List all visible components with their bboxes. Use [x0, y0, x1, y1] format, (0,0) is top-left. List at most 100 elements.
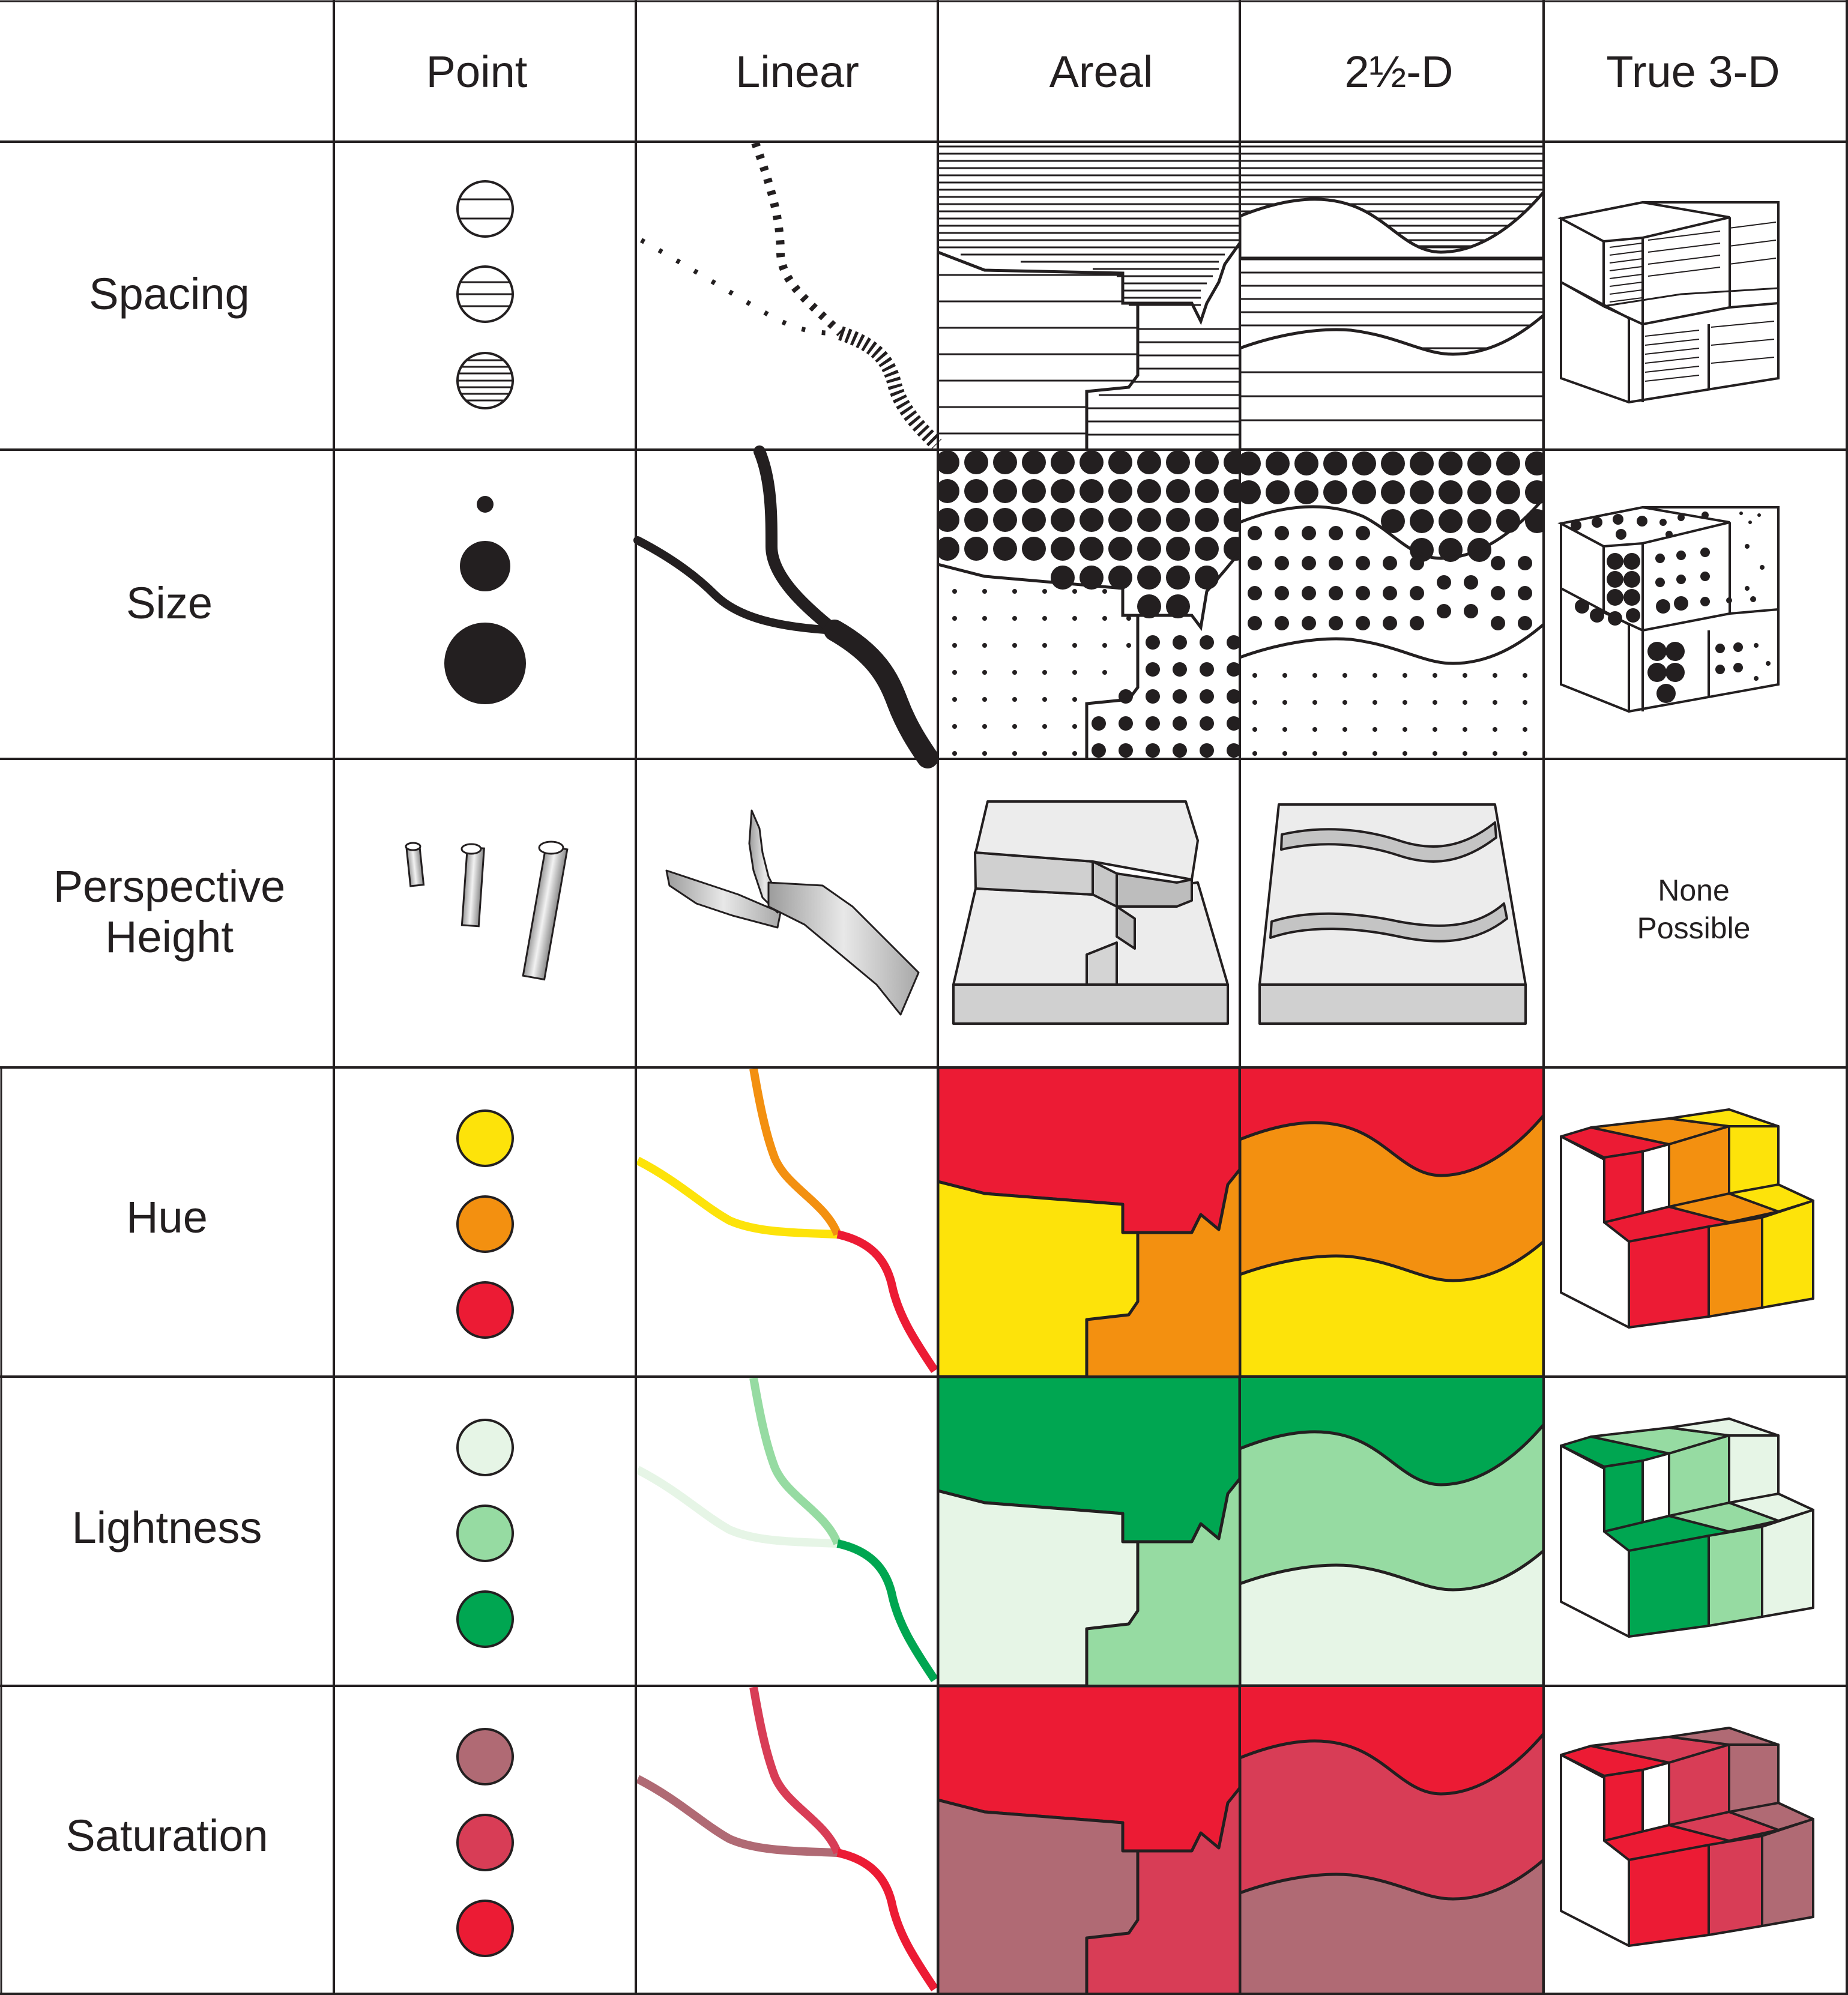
size-point-symbols	[444, 496, 526, 704]
none-possible-label: None Possible	[1637, 874, 1751, 945]
hue-point-1	[456, 1109, 514, 1167]
hue-linear-rivers	[635, 1067, 938, 1373]
lightness-true-3d-block	[1560, 1417, 1814, 1638]
saturation-linear-tributary-top	[749, 1686, 842, 1855]
lightness-point-2	[456, 1505, 514, 1562]
saturation-areal-map	[938, 1686, 1240, 1995]
hue-true-3d-front-1	[1628, 1225, 1710, 1329]
lightness-true-3d-front-3	[1761, 1509, 1814, 1618]
perspective-cylinder-short	[405, 842, 425, 887]
spacing-linear-tributary-top	[751, 141, 844, 336]
lightness-point-3	[456, 1590, 514, 1648]
row-label-perspective-height-line2: Height	[105, 912, 234, 962]
perspective-cylinder-tall	[522, 841, 569, 981]
lightness-true-3d-front-1	[1628, 1535, 1710, 1638]
spacing-linear-dashed-rivers	[640, 141, 942, 450]
hue-true-3d-top-1	[1560, 1126, 1670, 1159]
lightness-row	[456, 1377, 1814, 1686]
saturation-point-1	[456, 1728, 514, 1785]
saturation-true-3d-front-1	[1628, 1844, 1710, 1947]
perspective-linear-main	[767, 881, 920, 1016]
spacing-2half-d-top-curve	[1240, 190, 1544, 260]
saturation-2half-d-band-bottom	[1240, 1858, 1544, 1995]
row-label-lightness: Lightness	[72, 1503, 262, 1553]
lightness-areal-map	[938, 1377, 1240, 1686]
size-linear-tributary-top	[753, 445, 841, 636]
hue-2half-d-map	[1240, 1067, 1544, 1377]
perspective-linear-tributary-left	[665, 869, 782, 929]
column-headers: Point Linear Areal 2½-D True 3-D	[426, 47, 1780, 97]
hue-linear-tributary-left	[635, 1156, 838, 1239]
size-point-small	[477, 496, 494, 513]
saturation-areal-region-left	[938, 1798, 1140, 1995]
spacing-point-medium	[456, 265, 514, 323]
lightness-linear-tributary-top	[749, 1377, 842, 1545]
spacing-areal-boundary-top	[938, 242, 1240, 325]
size-2half-d-large-dots	[1240, 451, 1544, 562]
row-label-spacing: Spacing	[89, 269, 249, 319]
spacing-linear-tributary-left	[640, 238, 841, 336]
spacing-2half-d-map	[1240, 145, 1544, 450]
spacing-areal-right-region	[1087, 328, 1240, 436]
size-areal-boundary-top	[938, 551, 1240, 632]
perspective-linear-ribbon	[665, 809, 920, 1016]
size-true-3d-block	[1557, 506, 1780, 713]
perspective-point-cylinders	[405, 841, 569, 981]
size-areal-large-dots	[938, 450, 1240, 618]
size-linear-rivers	[633, 445, 938, 768]
saturation-row	[456, 1686, 1814, 1995]
saturation-true-3d-top-1	[1560, 1745, 1670, 1777]
lightness-areal-region-left	[938, 1489, 1140, 1686]
hue-2half-d-band-bottom	[1240, 1239, 1544, 1377]
hue-linear-tributary-top	[749, 1067, 842, 1236]
none-possible-line2: Possible	[1637, 911, 1751, 945]
hue-point-2	[456, 1195, 514, 1253]
size-2half-d-top-curve	[1240, 497, 1544, 560]
size-2half-d-medium-dots	[1248, 526, 1532, 630]
column-header-true-3d: True 3-D	[1606, 47, 1780, 97]
size-true-3d-dots	[1571, 512, 1771, 703]
hue-linear-main	[836, 1230, 938, 1373]
lightness-linear-rivers	[635, 1377, 938, 1682]
perspective-2half-d-bottom-step	[1269, 902, 1508, 943]
perspective-cylinder-medium	[460, 843, 485, 928]
size-point-large	[444, 623, 526, 704]
size-areal-medium-dots	[1092, 635, 1240, 758]
hue-areal-region-left	[938, 1180, 1140, 1377]
size-areal-map	[938, 450, 1240, 759]
saturation-true-3d-block	[1560, 1727, 1814, 1947]
saturation-true-3d-front-2	[1708, 1835, 1763, 1936]
lightness-linear-tributary-left	[635, 1465, 838, 1548]
size-linear-tributary-left	[633, 536, 839, 635]
none-possible-line1: None	[1658, 874, 1730, 907]
saturation-linear-rivers	[635, 1686, 938, 1991]
size-2half-d-small-dots	[1252, 673, 1527, 756]
size-areal-boundary-bottom	[1085, 615, 1140, 759]
hue-areal-map	[938, 1067, 1240, 1377]
row-label-perspective-height-line1: Perspective	[53, 862, 286, 911]
size-2half-d-map	[1240, 451, 1544, 756]
lightness-true-3d-front-2	[1708, 1526, 1763, 1627]
column-header-areal: Areal	[1049, 47, 1153, 97]
size-point-medium	[460, 541, 510, 591]
color-rows	[456, 1067, 1814, 1995]
lightness-true-3d-top-1	[1560, 1435, 1670, 1468]
saturation-true-3d-front-3	[1761, 1818, 1814, 1927]
hue-true-3d-front-2	[1708, 1216, 1763, 1318]
spacing-true-3d-block	[1557, 201, 1780, 404]
spacing-point-wide	[456, 180, 514, 238]
perspective-2half-d-block	[1258, 803, 1527, 1025]
spacing-areal-left-region	[938, 274, 1138, 435]
column-header-point: Point	[426, 47, 528, 97]
row-label-saturation: Saturation	[65, 1811, 268, 1861]
row-label-size: Size	[126, 578, 213, 628]
perspective-areal-block	[952, 800, 1229, 1025]
saturation-point-3	[456, 1900, 514, 1957]
hue-true-3d-block	[1560, 1108, 1814, 1329]
size-areal-small-dots	[952, 589, 1131, 756]
saturation-linear-tributary-left	[635, 1775, 838, 1857]
lightness-2half-d-band-bottom	[1240, 1548, 1544, 1686]
spacing-areal-map	[938, 145, 1240, 450]
